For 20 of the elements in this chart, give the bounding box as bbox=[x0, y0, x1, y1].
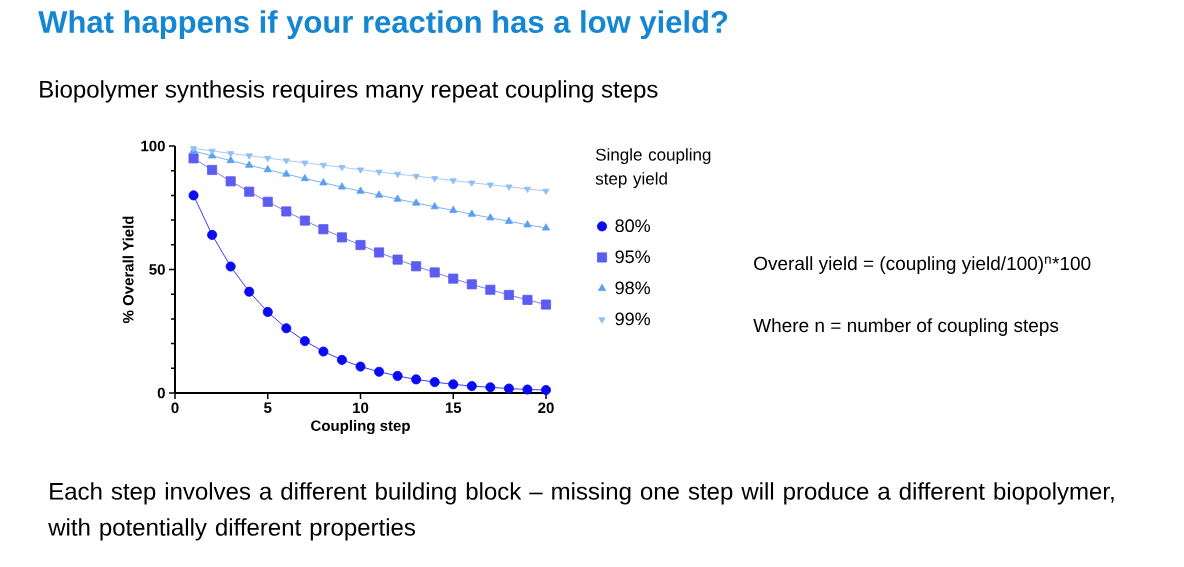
text: Each step involves a different building block – missing one step will produce a different biopolymer, with potentially different properties bbox=[48, 482, 1114, 541]
legend-title: Single coupling step yield bbox=[595, 148, 711, 189]
y-tick-label: 50 bbox=[149, 264, 165, 275]
x-tick-label: 5 bbox=[264, 402, 272, 413]
text: Where n = number of coupling steps bbox=[753, 318, 1059, 336]
legend-label: 95% bbox=[615, 250, 651, 264]
x-tick-label: 0 bbox=[171, 402, 179, 414]
y-tick-label: 100 bbox=[141, 140, 165, 152]
chart-title: What happens if your reaction has a low yield? bbox=[38, 10, 728, 40]
chart-subtitle: Biopolymer synthesis requires many repeat coupling steps bbox=[40, 80, 658, 103]
legend-label: 98% bbox=[615, 281, 651, 295]
legend-label: 99% bbox=[615, 312, 651, 326]
x-axis-title: Coupling step bbox=[311, 420, 410, 435]
x-tick-label: 10 bbox=[353, 402, 369, 414]
y-axis-title: % Overall Yield bbox=[122, 216, 134, 324]
legend-label: 80% bbox=[615, 219, 651, 233]
y-tick-label: 0 bbox=[157, 387, 165, 399]
x-tick-label: 20 bbox=[538, 402, 554, 414]
x-tick-label: 15 bbox=[445, 402, 462, 413]
text: Overall yield = (coupling yield/100)$^{n}$*100 bbox=[754, 256, 1091, 274]
